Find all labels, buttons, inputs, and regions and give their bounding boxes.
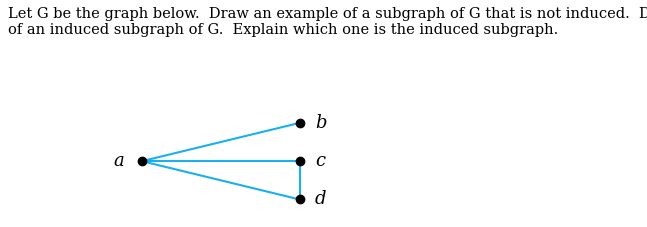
- Text: a: a: [113, 152, 124, 170]
- Text: d: d: [315, 190, 327, 208]
- Text: b: b: [315, 114, 327, 132]
- Text: Let G be the graph below.  Draw an example of a subgraph of G that is not induce: Let G be the graph below. Draw an exampl…: [8, 7, 647, 37]
- Text: c: c: [316, 152, 325, 170]
